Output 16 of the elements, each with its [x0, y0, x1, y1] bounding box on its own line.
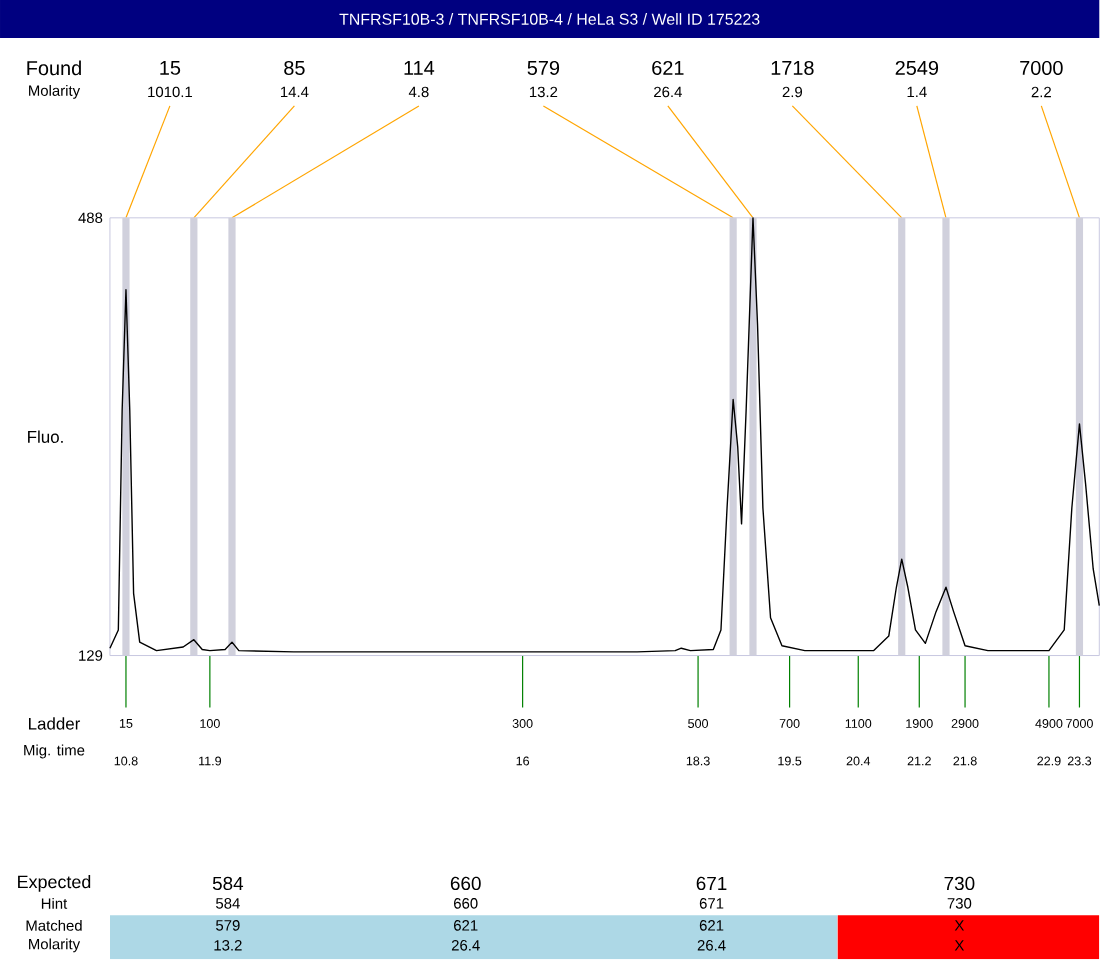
text: 15: [160, 61, 181, 76]
text: Expected: [18, 875, 91, 893]
text: Found: [27, 60, 81, 76]
y-axis-title: Fluo.: [28, 430, 63, 444]
text: 114: [404, 61, 435, 76]
text: 660: [450, 877, 481, 891]
text: 671: [696, 877, 727, 891]
text: 85: [284, 61, 305, 76]
text: 579: [527, 61, 560, 76]
text: 2549: [895, 61, 939, 76]
text: 730: [944, 877, 975, 891]
text: 621: [652, 61, 684, 76]
text: Ladder: [29, 717, 81, 731]
text: 1718: [771, 61, 814, 76]
text: 7000: [1020, 61, 1063, 76]
text: 584: [212, 877, 244, 891]
